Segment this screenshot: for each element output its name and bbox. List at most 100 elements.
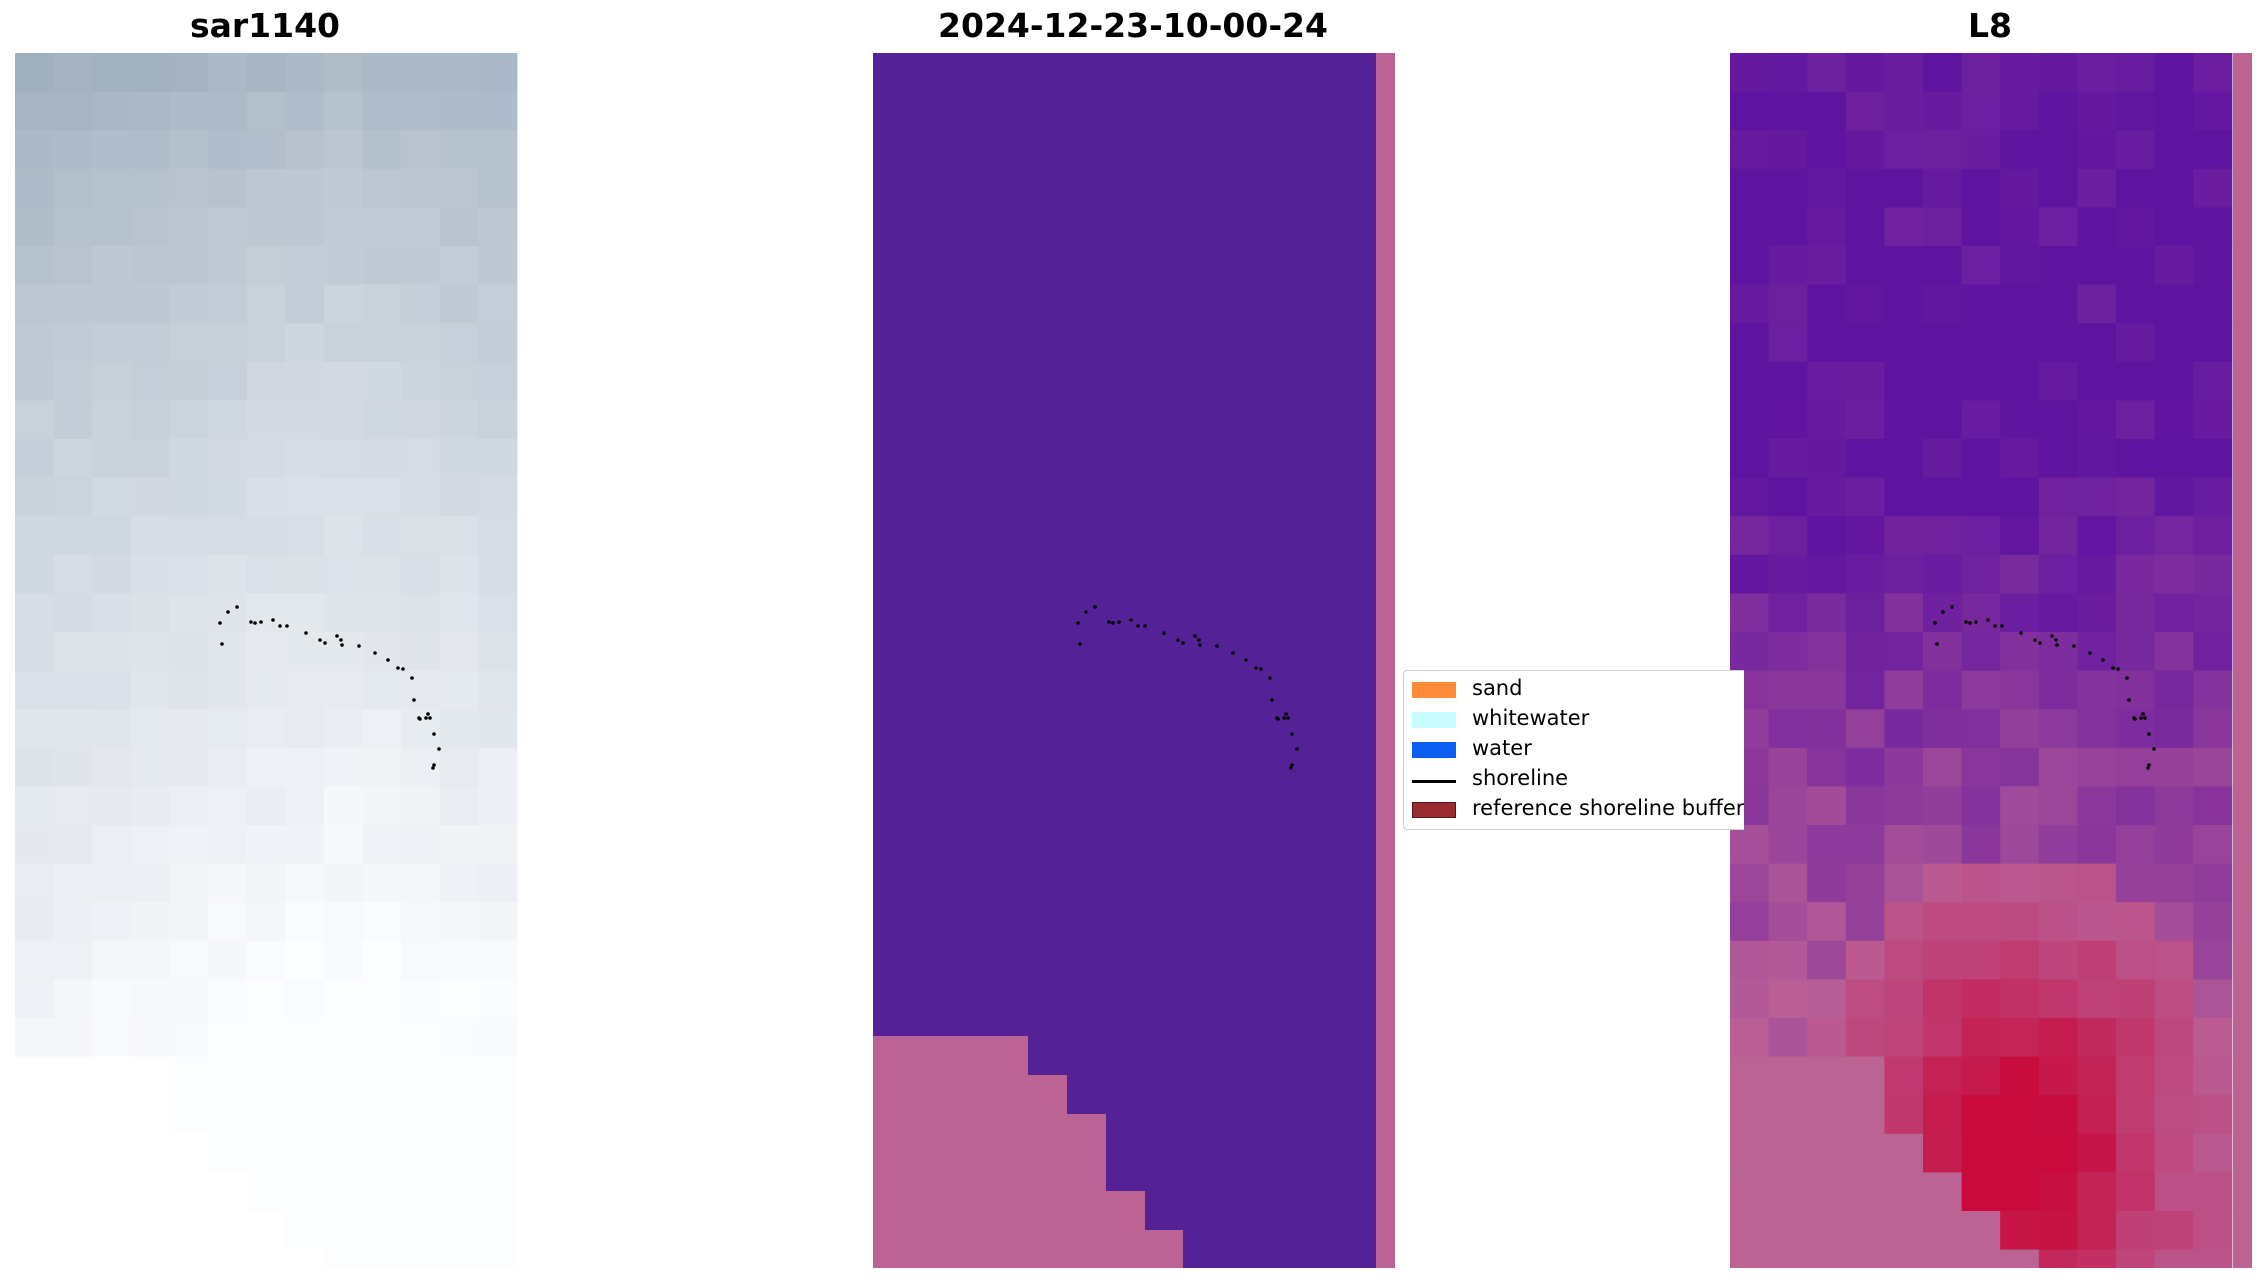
shoreline-point [226,610,230,614]
l8-pixel [2077,284,2117,324]
shoreline-point [1935,642,1939,646]
sar-pixel [362,168,402,208]
sar-pixel [92,91,132,131]
l8-pixel [2193,825,2233,865]
l8-pixel [1768,554,1808,594]
sar-pixel [15,1172,55,1212]
l8-pixel [2193,554,2233,594]
l8-pixel [1807,554,1847,594]
l8-pixel [1923,1172,1963,1212]
shoreline-point [1117,620,1121,624]
l8-pixel [2116,400,2156,440]
l8-pixel [2154,670,2194,710]
sar-pixel [478,516,518,556]
l8-pixel [1845,1056,1885,1096]
shoreline-point [1078,642,1082,646]
sar-pixel [208,709,248,749]
l8-pixel [1768,1095,1808,1135]
sar-pixel [478,786,518,826]
sar-pixel [246,786,286,826]
sar-pixel [208,246,248,286]
l8-pixel [1961,709,2001,749]
l8-pixel [2000,207,2040,247]
sar-pixel [53,1172,93,1212]
l8-pixel [1923,477,1963,517]
l8-pixel [1961,1249,2001,1268]
sar-pixel [208,747,248,787]
l8-pixel [2116,439,2156,479]
shoreline-point [1231,651,1235,655]
sar-pixel [401,246,441,286]
sar-pixel [169,979,209,1019]
l8-pixel [1730,130,1770,170]
sar-pixel [246,1249,286,1268]
l8-pixel [2193,53,2233,93]
sar-pixel [323,361,363,401]
sar-pixel [53,1133,93,1173]
l8-pixel [2038,1056,2078,1096]
l8-pixel [2038,53,2078,93]
l8-pixel [1768,1133,1808,1173]
shoreline-point [1284,712,1288,716]
sar-pixel [362,1018,402,1058]
l8-pixel [1768,323,1808,363]
shoreline-point [1964,620,1968,624]
shoreline-point [2127,698,2131,702]
sar-pixel [169,361,209,401]
l8-pixel [1768,400,1808,440]
l8-pixel [2193,1133,2233,1173]
l8-pixel [1730,554,1770,594]
sar-pixel [439,361,479,401]
sar-pixel [15,593,55,633]
l8-pixel [2000,439,2040,479]
sar-pixel [246,246,286,286]
l8-pixel [2154,168,2194,208]
l8-pixel [1807,825,1847,865]
l8-pixel [2154,825,2194,865]
sar-pixel [169,554,209,594]
sar-pixel [323,863,363,903]
l8-pixel [2077,902,2117,942]
l8-pixel [2193,1018,2233,1058]
sar-pixel [130,246,170,286]
sar-pixel [401,1211,441,1251]
sar-pixel [169,284,209,324]
shoreline-point [278,624,282,628]
shoreline-point [1993,624,1997,628]
l8-pixel [1923,786,1963,826]
l8-pixel [2000,91,2040,131]
sar-pixel [401,1172,441,1212]
l8-pixel [1807,709,1847,749]
sar-pixel [53,593,93,633]
l8-pixel [2000,825,2040,865]
sar-pixel [53,786,93,826]
l8-pixel [2154,747,2194,787]
l8-pixel [1961,1211,2001,1251]
shoreline-point [412,698,416,702]
l8-pixel [2193,1211,2233,1251]
shoreline-point [418,717,422,721]
sar-pixel [478,709,518,749]
l8-pixel [2000,53,2040,93]
l8-pixel [2116,554,2156,594]
sar-pixel [246,1211,286,1251]
sar-pixel [53,554,93,594]
sar-pixel [401,786,441,826]
sar-pixel [15,632,55,672]
sar-pixel [439,979,479,1019]
l8-pixel [2038,1133,2078,1173]
sar-pixel [53,439,93,479]
sar-pixel [92,902,132,942]
l8-pixel [2116,361,2156,401]
sar-pixel [15,1018,55,1058]
sar-pixel [92,439,132,479]
l8-pixel [2154,246,2194,286]
shoreline-point [249,620,253,624]
l8-pixel [1768,940,1808,980]
sar-pixel [169,1249,209,1268]
sar-pixel [323,323,363,363]
l8-pixel [2154,130,2194,170]
sar-pixel [92,1133,132,1173]
l8-pixel [1923,1018,1963,1058]
sar-pixel [401,130,441,170]
